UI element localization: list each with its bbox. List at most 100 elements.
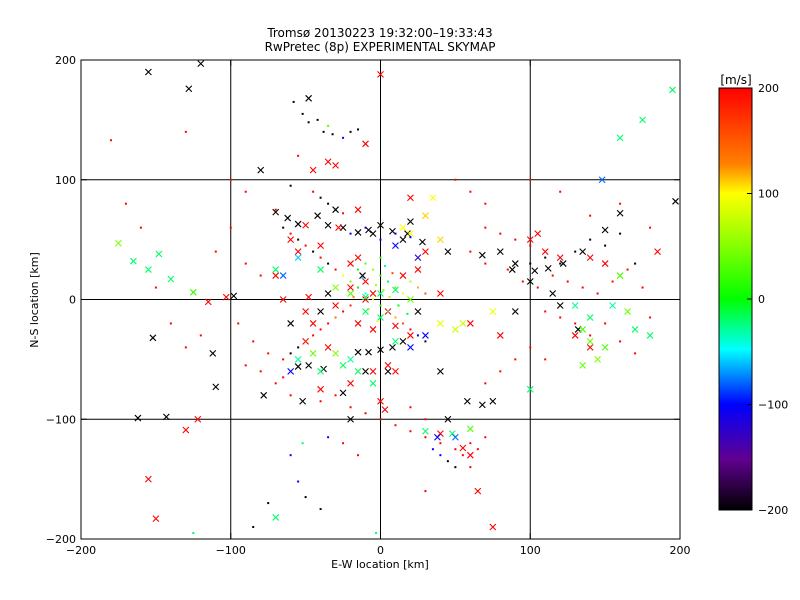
x-axis-label: E-W location [km]	[331, 558, 429, 571]
colorbar-label: [m/s]	[720, 73, 751, 87]
data-point-dot	[312, 250, 315, 253]
data-point-dot	[626, 268, 629, 271]
data-point-cross	[422, 427, 429, 435]
data-point-dot	[244, 364, 247, 367]
data-point-cross	[451, 433, 459, 441]
data-point-dot	[409, 430, 412, 433]
data-point-dot	[282, 226, 285, 229]
data-point-cross	[444, 248, 452, 255]
data-point-cross	[354, 229, 362, 236]
data-point-cross	[586, 254, 594, 261]
data-point-cross	[571, 302, 579, 309]
data-point-dot	[484, 382, 487, 385]
data-point-dot	[327, 124, 330, 127]
data-point-dot	[375, 532, 378, 535]
data-point-cross	[399, 224, 407, 232]
data-point-dot	[379, 418, 382, 421]
data-point-dot	[514, 238, 517, 241]
data-point-cross	[324, 344, 332, 351]
data-point-dot	[259, 370, 262, 373]
data-point-cross	[414, 254, 422, 261]
data-point-cross	[444, 415, 452, 423]
data-point-cross	[287, 320, 295, 327]
data-point-cross	[579, 326, 587, 333]
data-point-cross	[324, 290, 332, 297]
data-point-cross	[616, 209, 624, 217]
data-point-dot	[619, 202, 622, 205]
data-point-cross	[377, 290, 384, 297]
data-point-cross	[559, 260, 567, 267]
data-point-dot	[259, 274, 262, 277]
data-point-dot	[327, 202, 330, 205]
data-point-dot	[252, 340, 255, 343]
data-point-cross	[478, 401, 486, 409]
data-point-cross	[392, 286, 399, 294]
data-point-cross	[422, 332, 429, 339]
x-axis-ticks: −200 −100 0 100 200	[66, 60, 691, 557]
data-point-cross	[639, 116, 646, 124]
data-point-cross	[531, 267, 539, 275]
data-point-cross	[272, 208, 280, 216]
data-point-dot	[349, 130, 352, 133]
data-point-cross	[579, 248, 587, 255]
data-point-cross	[526, 236, 534, 244]
data-point-dot	[454, 178, 457, 181]
data-point-cross	[646, 332, 654, 339]
y-tick-label: −100	[46, 413, 76, 426]
data-point-cross	[392, 242, 399, 250]
data-point-dot	[304, 244, 307, 247]
data-point-cross	[332, 302, 339, 309]
data-point-cross	[317, 308, 324, 315]
data-point-cross	[511, 308, 519, 315]
data-point-dot	[334, 394, 337, 397]
data-point-cross	[272, 266, 280, 273]
data-point-cross	[272, 272, 280, 279]
data-point-dot	[199, 334, 202, 337]
x-tick-label: −100	[216, 544, 246, 557]
data-point-dot	[382, 288, 385, 291]
data-point-cross	[347, 284, 354, 291]
data-point-dot	[342, 212, 345, 215]
data-point-dot	[529, 244, 532, 247]
colorbar-tick-label: 200	[758, 82, 779, 95]
data-point-dot	[484, 226, 487, 229]
data-point-cross	[654, 248, 661, 255]
data-point-dot	[424, 418, 427, 421]
data-point-dot	[559, 190, 562, 193]
data-point-cross	[429, 194, 437, 202]
x-tick-label: −200	[66, 544, 96, 557]
data-point-dot	[322, 130, 325, 133]
data-point-dot	[316, 118, 319, 121]
data-point-cross	[392, 367, 399, 375]
data-point-cross	[332, 284, 339, 291]
data-point-dot	[521, 280, 524, 283]
data-point-dot	[297, 480, 300, 483]
data-point-cross	[317, 242, 324, 250]
data-point-dot	[559, 316, 562, 319]
data-point-cross	[399, 236, 407, 244]
data-point-cross	[451, 326, 459, 333]
data-point-dot	[499, 370, 502, 373]
colorbar	[718, 87, 753, 511]
data-point-cross	[422, 248, 429, 255]
data-point-cross	[419, 238, 426, 246]
data-point-cross	[598, 176, 606, 184]
data-point-dot	[397, 304, 400, 307]
data-point-dot	[319, 196, 322, 199]
data-point-dot	[349, 406, 352, 409]
data-point-dot	[506, 268, 509, 271]
data-point-cross	[434, 433, 441, 441]
data-point-cross	[489, 397, 497, 405]
data-point-cross	[508, 266, 516, 273]
data-point-dot	[327, 436, 330, 439]
data-point-cross	[354, 206, 362, 214]
data-point-dot	[184, 346, 187, 349]
data-point-dot	[154, 286, 157, 289]
data-point-cross	[407, 230, 414, 238]
data-point-cross	[324, 158, 332, 166]
data-point-dot	[379, 304, 382, 307]
x-tick-label: 0	[377, 544, 384, 557]
data-point-cross	[365, 348, 372, 356]
data-point-dot	[469, 190, 472, 193]
data-point-cross	[347, 415, 354, 423]
